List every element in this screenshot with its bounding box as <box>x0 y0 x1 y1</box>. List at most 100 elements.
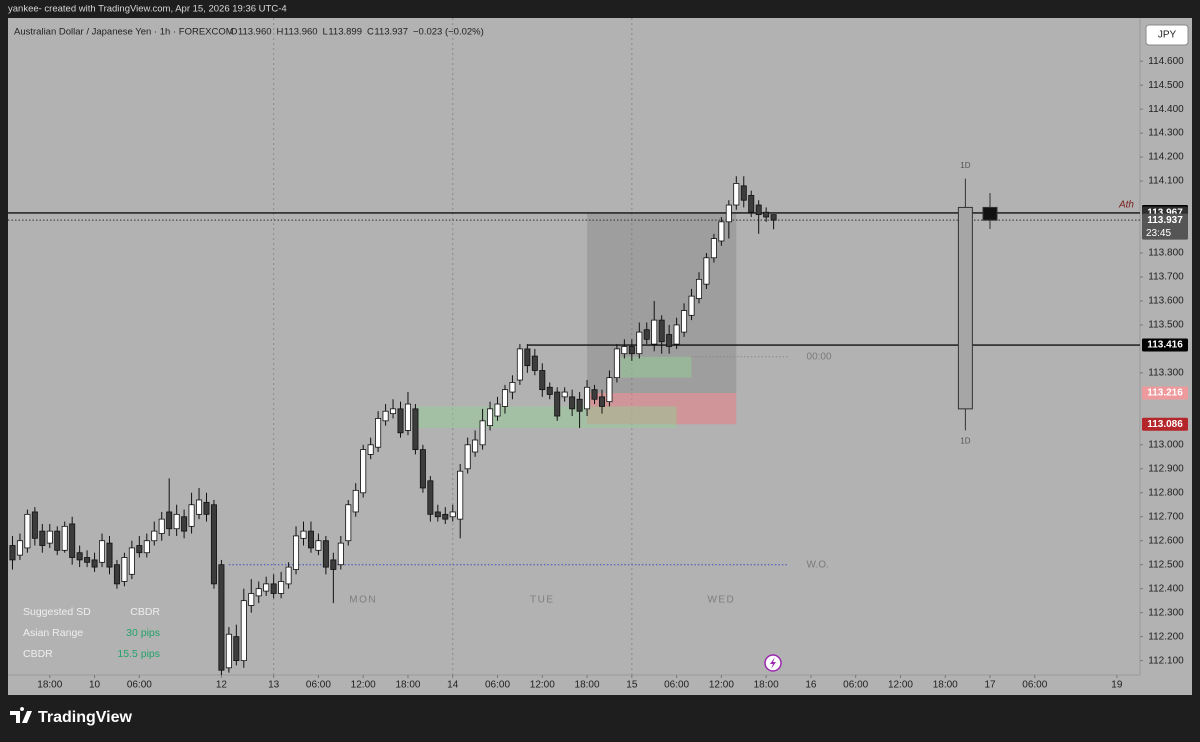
candle-body <box>375 418 382 448</box>
candle-body <box>621 346 628 355</box>
candle-body <box>166 511 173 530</box>
price-badge-label: 113.937 <box>1147 215 1183 226</box>
ohlc-value: 113.960 <box>284 27 318 38</box>
candle-body <box>84 557 91 563</box>
candle-body <box>703 257 710 285</box>
candle-body <box>487 408 494 427</box>
x-tick-label: 06:00 <box>485 680 510 691</box>
candle-body <box>16 540 23 556</box>
candle-body <box>748 195 755 213</box>
x-tick-label: 17 <box>984 680 996 691</box>
candle-body <box>725 204 732 223</box>
lightning-icon[interactable] <box>764 654 782 672</box>
y-tick-label: 114.500 <box>1148 80 1184 91</box>
candle-body <box>613 348 620 379</box>
candle-body <box>591 389 598 400</box>
change: −0.023 (−0.02%) <box>413 27 484 38</box>
info-key: Asian Range <box>23 627 83 639</box>
candle-body <box>569 396 576 410</box>
candle-body <box>472 439 479 453</box>
y-tick-label: 112.300 <box>1148 607 1184 618</box>
candle-body <box>121 557 128 582</box>
candle-body <box>9 545 16 561</box>
candle-body <box>404 403 411 431</box>
candle-body <box>561 391 568 398</box>
x-tick-label: 06:00 <box>127 680 152 691</box>
candle-body <box>203 501 210 515</box>
candle-body <box>307 530 314 549</box>
candle-body <box>688 295 695 316</box>
price-badge-label: 113.416 <box>1147 340 1183 351</box>
x-tick-label: 06:00 <box>1022 680 1047 691</box>
candle-body <box>158 518 165 534</box>
x-tick-label: 12:00 <box>351 680 376 691</box>
candle-body <box>651 319 658 345</box>
candle-body <box>337 542 344 566</box>
candle-body <box>501 389 508 407</box>
currency[interactable]: JPY <box>1158 30 1177 41</box>
candle-body <box>196 499 203 515</box>
candle-body <box>598 396 605 407</box>
x-tick-label: 18:00 <box>575 680 600 691</box>
price-badge-label: 113.086 <box>1147 419 1183 430</box>
y-tick-label: 112.600 <box>1148 535 1184 546</box>
candle-body <box>554 391 561 417</box>
candle-body <box>740 185 747 201</box>
candle-body <box>427 480 434 515</box>
candle-body <box>293 535 300 570</box>
y-tick-label: 114.200 <box>1148 152 1184 163</box>
candle-body <box>181 516 188 532</box>
candle-body <box>412 408 419 451</box>
daily-body <box>957 206 973 410</box>
credit: yankee- created with TradingView.com, Ap… <box>8 4 287 15</box>
session-label: WED <box>707 595 735 606</box>
candle-body <box>524 348 531 367</box>
y-tick-label: 114.400 <box>1148 104 1184 115</box>
session-label: TUE <box>530 595 555 606</box>
candle-body <box>367 444 374 455</box>
candle-body <box>576 398 583 412</box>
info-key: CBDR <box>23 648 53 660</box>
candle-body <box>397 408 404 434</box>
brand: TradingView <box>38 709 133 726</box>
candle-body <box>270 583 277 594</box>
y-tick-label: 112.700 <box>1148 511 1184 522</box>
candle-body <box>69 523 76 558</box>
candle-body <box>188 504 195 527</box>
y-tick-label: 114.300 <box>1148 128 1184 139</box>
candle-body <box>233 636 240 662</box>
currency-button[interactable] <box>1145 24 1189 46</box>
candle-body <box>718 221 725 242</box>
y-tick-label: 113.800 <box>1148 248 1184 259</box>
candle-body <box>113 564 120 585</box>
candle-body <box>449 511 456 518</box>
info-table: Suggested SD CBDR Asian Range 30 pips CBDR 15… <box>23 606 160 660</box>
candle-body <box>128 547 135 575</box>
candle-body <box>733 183 740 206</box>
candle-body <box>91 559 98 568</box>
x-tick-label: 15 <box>626 680 638 691</box>
candle-body <box>143 540 150 554</box>
x-tick-label: 06:00 <box>306 680 331 691</box>
candle-body <box>643 329 650 340</box>
candle-body <box>315 540 322 551</box>
ohlc-key: H <box>277 27 284 38</box>
candle-body <box>628 346 635 355</box>
zone <box>620 356 692 378</box>
candle-body <box>710 238 717 259</box>
candle-body <box>479 420 486 446</box>
candle-body <box>255 588 262 597</box>
candle-body <box>546 386 553 395</box>
y-tick-label: 113.600 <box>1148 296 1184 307</box>
candle-body <box>46 530 53 544</box>
ohlc-value: 113.899 <box>328 27 362 38</box>
candle-body <box>61 525 68 551</box>
price-badge-label: 113.216 <box>1147 388 1183 399</box>
candle-body <box>636 331 643 355</box>
x-tick-label: 12 <box>216 680 228 691</box>
candle-body <box>173 513 180 530</box>
price-badge <box>1142 213 1188 240</box>
candle-body <box>658 319 665 343</box>
y-tick-label: 113.500 <box>1148 320 1184 331</box>
